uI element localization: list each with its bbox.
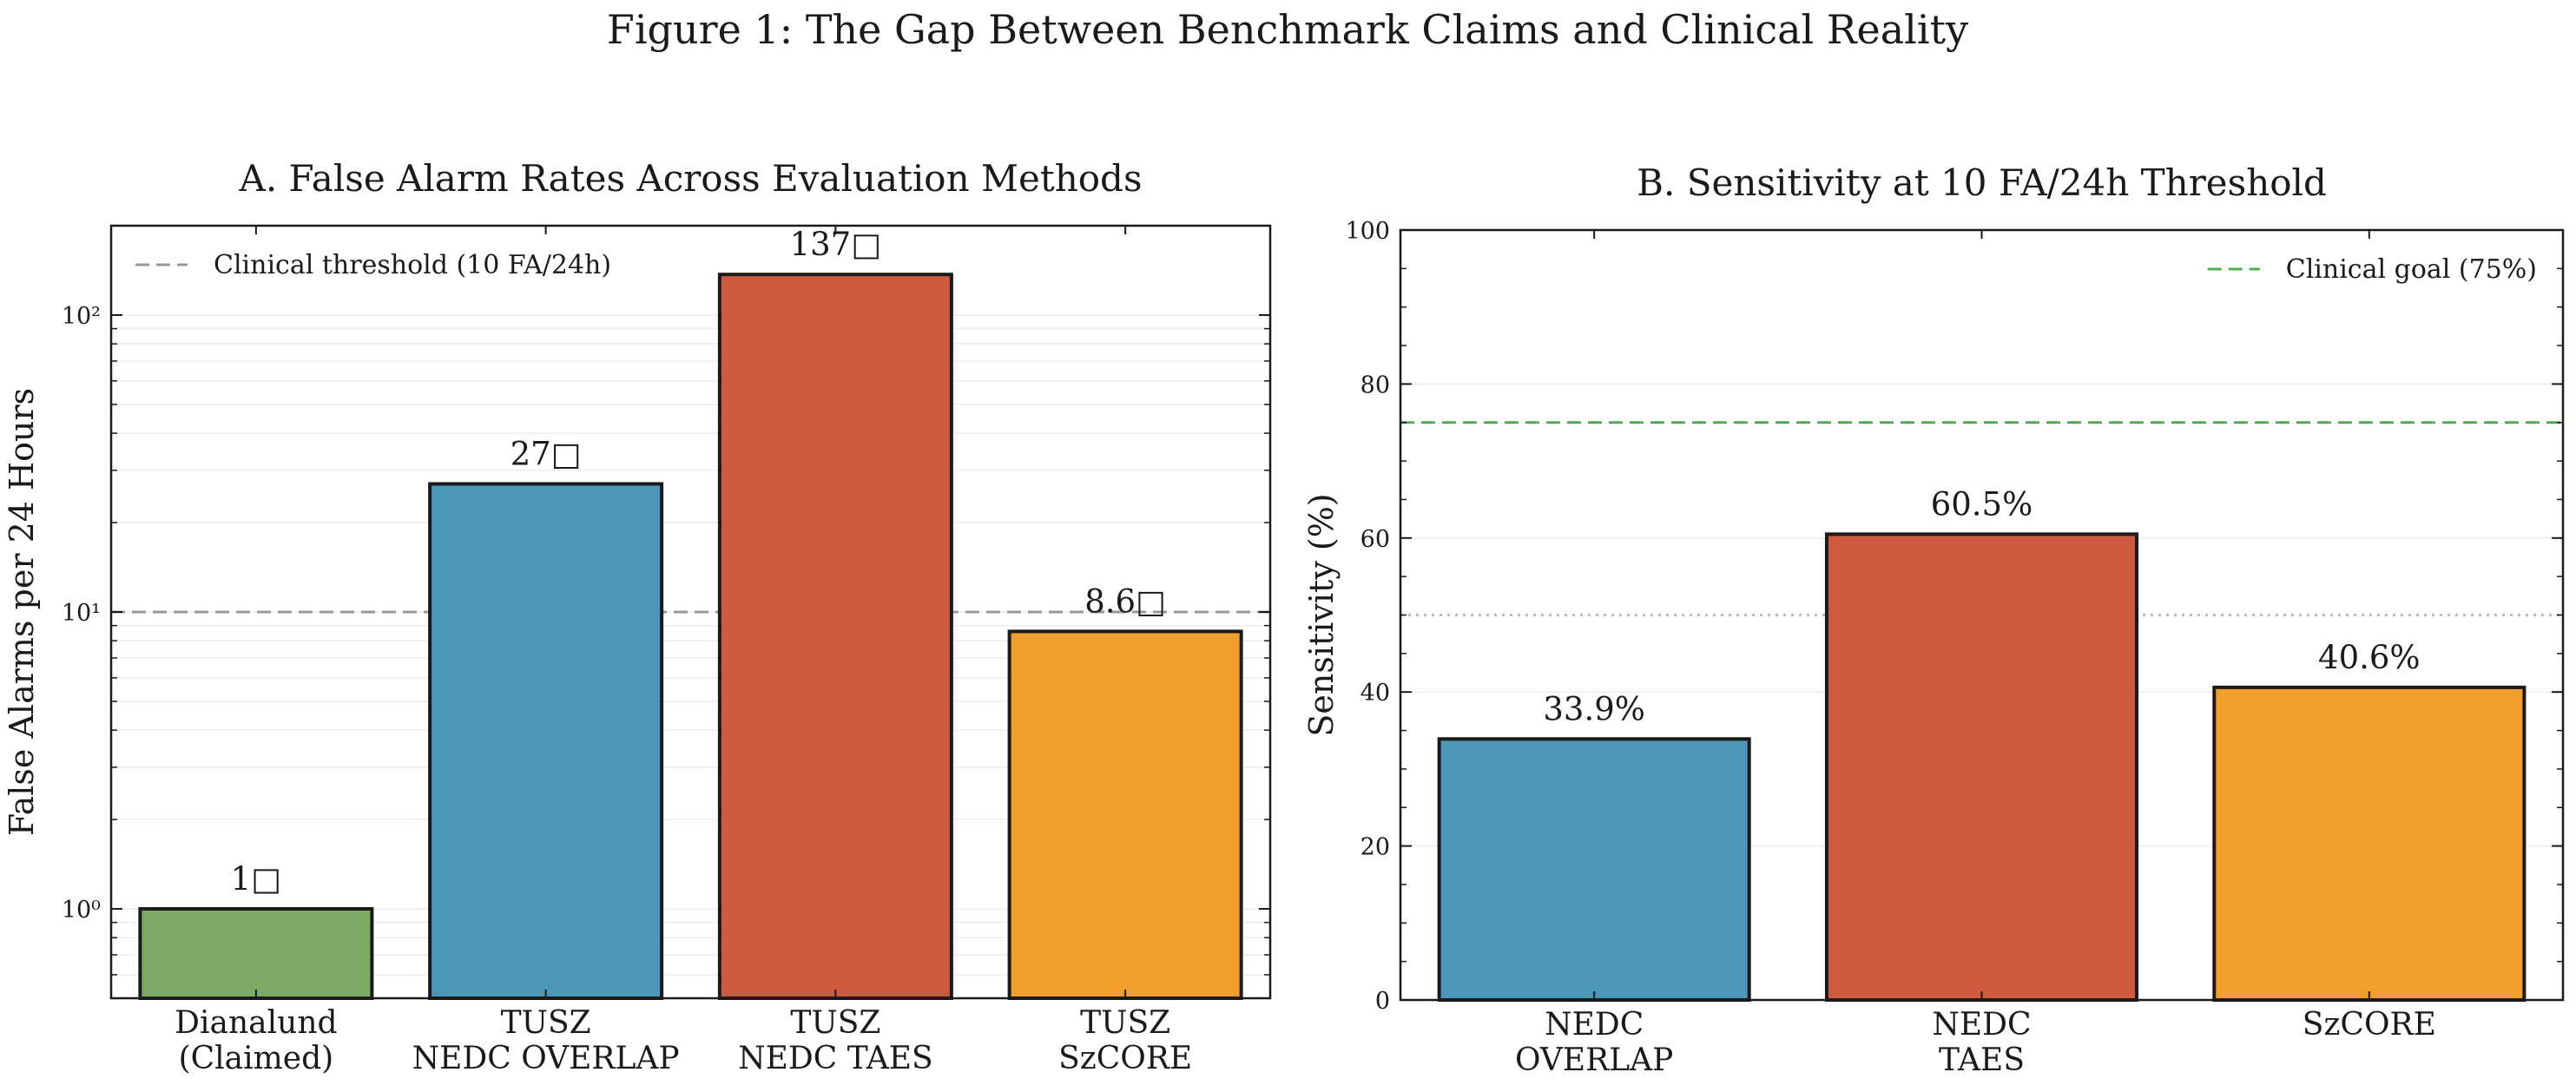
y-tick-label: 20 [1360, 834, 1390, 861]
y-tick-label: 0 [1375, 988, 1390, 1015]
y-tick-label: 60 [1360, 526, 1390, 553]
figure-title: Figure 1: The Gap Between Benchmark Clai… [607, 6, 1968, 53]
bar [1437, 737, 1751, 1002]
y-axis-label: False Alarms per 24 Hours [3, 388, 41, 836]
plot-frame [1399, 228, 2565, 1002]
y-axis-label: Sensitivity (%) [1302, 493, 1341, 736]
bar [1824, 532, 2139, 1002]
category-label: NEDC [1545, 1007, 1644, 1043]
y-tick-label: 100 [1345, 218, 1390, 245]
bar [1007, 629, 1243, 1000]
bar [138, 907, 374, 1001]
y-tick-label: 10⁰ [62, 897, 101, 924]
category-label: OVERLAP [1515, 1043, 1673, 1078]
bar [428, 482, 664, 1000]
data-label: 1□ [231, 860, 282, 898]
y-tick-label: 80 [1360, 372, 1390, 398]
category-label: TAES [1939, 1043, 2025, 1078]
category-label: NEDC OVERLAP [412, 1041, 680, 1076]
category-label: SzCORE [2303, 1007, 2436, 1043]
legend-label: Clinical threshold (10 FA/24h) [214, 250, 611, 280]
category-label: TUSZ [501, 1005, 591, 1041]
legend: Clinical goal (75%) [2207, 254, 2537, 285]
category-label: (Claimed) [179, 1041, 334, 1076]
data-label: 40.6% [2318, 639, 2421, 676]
panel-b: 33.9%NEDCOVERLAP60.5%NEDCTAES40.6%SzCORE… [1302, 161, 2565, 1078]
y-tick-label: 40 [1360, 680, 1390, 707]
data-label: 27□ [511, 435, 582, 472]
data-label: 60.5% [1931, 485, 2033, 523]
legend: Clinical threshold (10 FA/24h) [135, 250, 611, 280]
category-label: TUSZ [790, 1005, 880, 1041]
y-tick-label: 10¹ [62, 600, 101, 627]
category-label: NEDC TAES [738, 1041, 933, 1076]
y-tick-label: 10² [62, 303, 101, 330]
category-label: NEDC [1932, 1007, 2031, 1043]
panel-title: B. Sensitivity at 10 FA/24h Threshold [1637, 161, 2327, 204]
category-label: TUSZ [1080, 1005, 1170, 1041]
data-label: 8.6□ [1084, 582, 1166, 620]
panel-title: A. False Alarm Rates Across Evaluation M… [238, 157, 1142, 200]
bar [717, 273, 953, 1001]
legend-label: Clinical goal (75%) [2286, 254, 2537, 285]
category-label: Dianalund [175, 1005, 337, 1041]
plot-frame [109, 224, 1272, 1000]
category-label: SzCORE [1058, 1041, 1192, 1076]
data-label: 33.9% [1543, 690, 1645, 727]
bar [2212, 685, 2527, 1002]
